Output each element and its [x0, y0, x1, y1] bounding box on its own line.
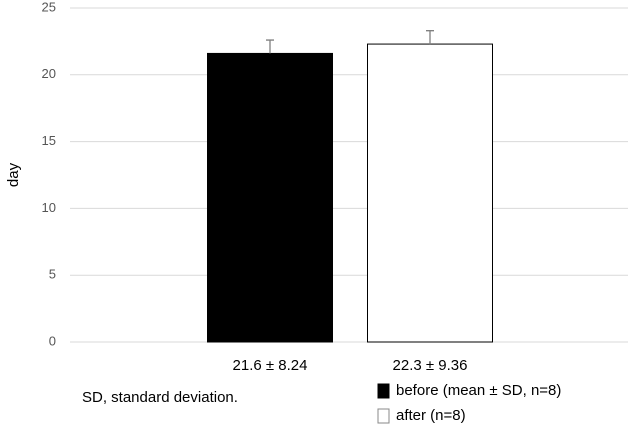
legend-swatch — [377, 383, 390, 399]
x-tick-label: 21.6 ± 8.24 — [233, 357, 308, 374]
error-bar — [266, 39, 274, 54]
legend-swatch — [377, 408, 390, 424]
annotation: SD, standard deviation. — [82, 389, 238, 406]
bar — [207, 52, 333, 343]
y-tick-label: 15 — [42, 133, 56, 148]
error-bar — [426, 30, 434, 45]
y-tick-label: 5 — [49, 267, 56, 282]
legend-label: after (n=8) — [396, 407, 466, 424]
bar — [367, 43, 493, 343]
y-tick-label: 10 — [42, 200, 56, 215]
y-tick-label: 25 — [42, 0, 56, 14]
x-tick-label: 22.3 ± 9.36 — [393, 357, 468, 374]
y-axis-label: day — [5, 162, 22, 187]
y-tick-label: 20 — [42, 66, 56, 81]
y-tick-label: 0 — [49, 333, 56, 348]
legend-label: before (mean ± SD, n=8) — [396, 382, 561, 399]
